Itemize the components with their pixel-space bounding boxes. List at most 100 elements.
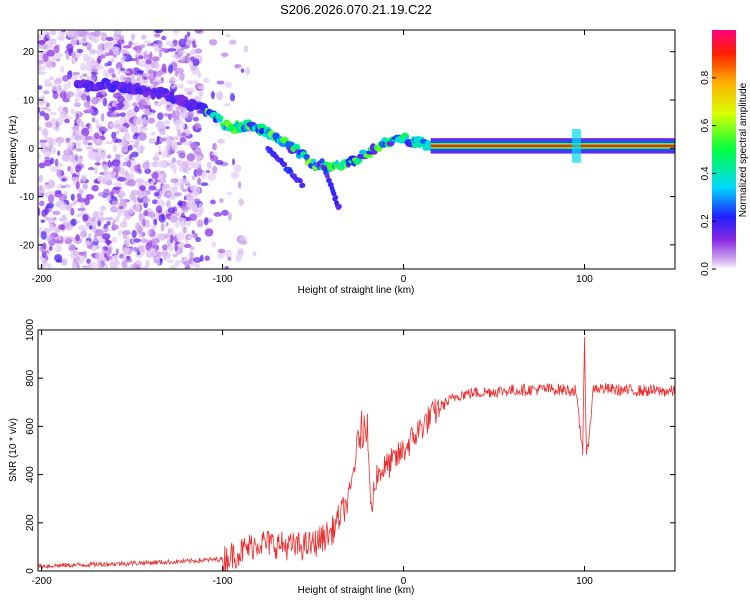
spectrogram-noise-blob xyxy=(172,39,178,47)
spectrogram-noise-blob xyxy=(102,228,112,232)
spectrogram-noise-blob xyxy=(170,178,179,183)
spectrogram-xtick-label: -100 xyxy=(213,274,233,285)
spectrogram-noise-blob xyxy=(143,107,150,116)
spectrogram-noise-blob xyxy=(87,35,97,41)
spectrogram-noise-blob xyxy=(174,260,180,268)
spectrogram-noise-blob xyxy=(75,220,80,224)
colorbar-tick-label: 0.4 xyxy=(700,166,711,180)
spectrogram-noise-blob xyxy=(112,144,118,153)
spectrogram-noise-blob xyxy=(76,213,82,218)
spectrogram-noise-blob xyxy=(174,119,182,127)
spectrogram-noise-blob xyxy=(38,33,42,41)
spectrogram-noise-blob xyxy=(186,153,196,162)
spectrogram-noise-blob xyxy=(168,64,173,74)
spectrogram-noise-blob xyxy=(166,104,171,108)
spectrogram-noise-blob xyxy=(191,260,196,266)
figure-title: S206.2026.070.21.19.C22 xyxy=(280,2,432,17)
spectrogram-noise-blob xyxy=(183,167,188,173)
spectrogram-noise-blob xyxy=(133,165,140,172)
spectrogram-noise-blob xyxy=(95,64,104,71)
spectrogram-noise-blob xyxy=(50,112,57,116)
spectrogram-noise-blob xyxy=(111,200,119,205)
spectrogram-noise-blob xyxy=(56,168,62,178)
spectrogram-noise-blob xyxy=(186,180,191,189)
spectrogram-noise-blob xyxy=(181,56,186,62)
spectrogram-noise-blob xyxy=(194,264,201,268)
spectrogram-noise-blob xyxy=(70,108,76,115)
spectrogram-noise-blob xyxy=(38,106,41,114)
spectrogram-noise-blob xyxy=(173,136,180,141)
spectrogram-noise-blob xyxy=(143,40,152,44)
spectrogram-noise-blob xyxy=(100,205,106,212)
spectrogram-noise-blob xyxy=(50,30,57,36)
spectrogram-noise-blob xyxy=(114,103,123,111)
spectrogram-noise-blob xyxy=(73,102,81,108)
spectrogram-noise-blob xyxy=(204,228,214,237)
spectrogram-noise-blob xyxy=(174,210,181,214)
spectrogram-noise-blob xyxy=(72,126,80,131)
spectrogram-noise-blob xyxy=(142,197,151,204)
spectrogram-noise-blob xyxy=(51,226,59,231)
spectrogram-noise-blob xyxy=(171,85,175,89)
spectrogram-noise-blob xyxy=(88,48,96,55)
spectrogram-noise-blob xyxy=(153,159,158,168)
spectrogram-noise-blob xyxy=(126,255,131,260)
spectrogram-noise-blob xyxy=(80,62,86,72)
spectrogram-noise-blob xyxy=(151,56,160,62)
spectrogram-noise-blob xyxy=(114,138,123,143)
spectrogram-noise-blob xyxy=(105,72,112,77)
spectrogram-noise-blob xyxy=(181,132,187,137)
spectrogram-noise-blob xyxy=(142,116,147,125)
spectrogram-noise-blob xyxy=(120,162,128,167)
spectrogram-noise-blob xyxy=(189,246,195,251)
spectrogram-noise-blob xyxy=(58,30,68,36)
snr-xtick-label: -200 xyxy=(32,576,52,587)
snr-series-line xyxy=(38,337,675,571)
spectrogram-noise-blob xyxy=(126,209,134,213)
spectrogram-noise-blob xyxy=(193,54,202,60)
spectrogram-noise-blob xyxy=(210,199,216,205)
spectrogram-noise-blob xyxy=(38,162,46,169)
spectrogram-noise-blob xyxy=(192,232,199,239)
spectrogram-noise-blob xyxy=(194,258,198,262)
spectrogram-noise-blob xyxy=(54,127,60,132)
spectrogram-noise-blob xyxy=(100,89,106,96)
spectrogram-noise-blob xyxy=(38,59,45,65)
spectrogram-noise-blob xyxy=(51,55,57,63)
spectrogram-noise-blob xyxy=(176,129,182,135)
spectrogram-ytick-label: 10 xyxy=(23,96,35,107)
spectrogram-noise-blob xyxy=(74,57,78,62)
snr-frame xyxy=(37,329,676,572)
spectrogram-noise-blob xyxy=(182,261,192,265)
spectrogram-ytick-label: -10 xyxy=(20,192,35,203)
spectrogram-noise-blob xyxy=(138,103,145,110)
spectrogram-noise-blob xyxy=(42,250,50,254)
spectrogram-noise-blob xyxy=(211,91,215,100)
spectrogram-noise-blob xyxy=(127,144,133,151)
spectrogram-noise-blob xyxy=(89,123,93,132)
spectrogram-noise-blob xyxy=(203,77,210,84)
spectrogram-noise-blob xyxy=(55,244,62,253)
spectrogram-noise-blob xyxy=(55,121,60,128)
colorbar-ticks: 0.0 0.2 0.4 0.6 0.8 xyxy=(700,70,716,276)
spectrogram-noise-blob xyxy=(154,33,161,38)
spectrogram-noise-blob xyxy=(101,33,106,41)
spectrogram-noise-blob xyxy=(195,48,203,54)
spectrogram-noise-blob xyxy=(49,245,53,251)
spectrogram-noise-blob xyxy=(156,135,160,144)
spectrogram-noise-blob xyxy=(106,239,111,246)
spectrogram-noise-blob xyxy=(38,64,42,72)
spectrogram-noise-blob xyxy=(153,218,158,226)
spectrogram-ytick-label: -20 xyxy=(20,240,35,251)
spectrogram-noise-blob xyxy=(189,251,194,259)
spectrogram-noise-blob xyxy=(46,202,55,209)
spectrogram-noise-blob xyxy=(136,62,141,66)
spectrogram-noise-blob xyxy=(88,107,94,114)
spectrogram-noise-blob xyxy=(45,121,53,128)
spectrogram-noise-blob xyxy=(70,207,75,216)
spectrogram-noise-blob xyxy=(70,153,75,162)
spectrogram-noise-blob xyxy=(38,207,41,217)
spectrogram-noise-blob xyxy=(148,69,154,75)
spectrogram-noise-blob xyxy=(142,161,150,170)
spectrogram-noise-blob xyxy=(179,136,187,143)
